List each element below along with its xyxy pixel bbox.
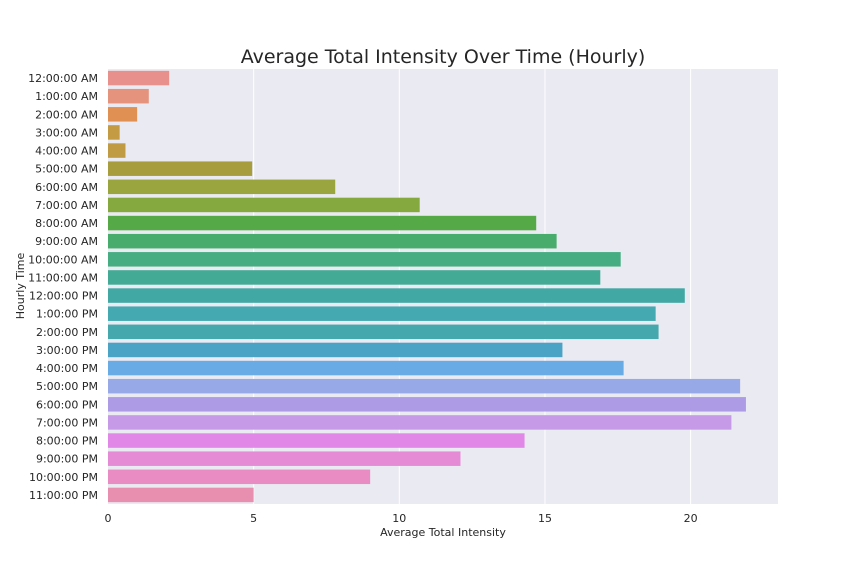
y-tick-label: 6:00:00 AM bbox=[35, 181, 98, 194]
y-tick-label: 10:00:00 PM bbox=[29, 471, 98, 484]
x-tick-label: 20 bbox=[684, 512, 698, 525]
y-tick-label: 2:00:00 AM bbox=[35, 108, 98, 121]
bar bbox=[108, 125, 120, 140]
bar bbox=[108, 306, 656, 321]
plot-area bbox=[108, 69, 778, 504]
x-tick-label: 0 bbox=[105, 512, 112, 525]
y-tick-label: 11:00:00 PM bbox=[29, 489, 98, 502]
bar bbox=[108, 433, 525, 448]
bar bbox=[108, 88, 149, 104]
y-tick-label: 1:00:00 AM bbox=[35, 90, 98, 103]
bar bbox=[108, 324, 659, 340]
y-tick-label: 4:00:00 AM bbox=[35, 145, 98, 158]
x-tick-labels: 0 5 10 15 20 bbox=[105, 512, 698, 525]
y-tick-label: 12:00:00 AM bbox=[28, 72, 98, 85]
y-tick-labels: 12:00:00 AM 1:00:00 AM 2:00:00 AM 3:00:00 A… bbox=[28, 72, 98, 502]
y-tick-label: 7:00:00 AM bbox=[35, 199, 98, 212]
bar bbox=[108, 342, 563, 358]
x-axis-label: Average Total Intensity bbox=[380, 526, 506, 539]
bar bbox=[108, 397, 746, 412]
y-tick-label: 9:00:00 PM bbox=[36, 453, 98, 466]
bar bbox=[108, 487, 254, 503]
bars bbox=[108, 70, 746, 503]
bar bbox=[108, 469, 371, 485]
y-tick-label: 1:00:00 PM bbox=[36, 308, 98, 321]
y-tick-label: 6:00:00 PM bbox=[36, 398, 98, 411]
y-tick-label: 5:00:00 PM bbox=[36, 380, 98, 393]
x-tick-label: 15 bbox=[538, 512, 552, 525]
bar bbox=[108, 215, 537, 231]
y-tick-label: 7:00:00 PM bbox=[36, 416, 98, 429]
bar bbox=[108, 107, 138, 122]
x-tick-label: 5 bbox=[250, 512, 257, 525]
bar bbox=[108, 252, 621, 267]
y-tick-label: 12:00:00 PM bbox=[29, 290, 98, 303]
y-tick-label: 4:00:00 PM bbox=[36, 362, 98, 375]
bar bbox=[108, 415, 732, 430]
y-tick-label: 8:00:00 PM bbox=[36, 435, 98, 448]
y-axis-label: Hourly Time bbox=[14, 253, 27, 320]
bar bbox=[108, 197, 420, 213]
chart-title: Average Total Intensity Over Time (Hourl… bbox=[241, 46, 646, 68]
y-tick-label: 8:00:00 AM bbox=[35, 217, 98, 230]
grid-lines bbox=[253, 69, 692, 504]
bar bbox=[108, 360, 624, 376]
bar bbox=[108, 70, 170, 86]
bar bbox=[108, 378, 741, 394]
y-tick-label: 9:00:00 AM bbox=[35, 235, 98, 248]
y-tick-label: 2:00:00 PM bbox=[36, 326, 98, 339]
bar bbox=[108, 233, 557, 249]
bar bbox=[108, 288, 685, 303]
y-tick-label: 3:00:00 PM bbox=[36, 344, 98, 357]
bar bbox=[108, 179, 336, 195]
y-tick-label: 11:00:00 AM bbox=[28, 271, 98, 284]
bar bbox=[108, 161, 253, 176]
bar bbox=[108, 143, 126, 158]
y-tick-label: 3:00:00 AM bbox=[35, 126, 98, 139]
bar bbox=[108, 451, 461, 466]
y-tick-label: 10:00:00 AM bbox=[28, 253, 98, 266]
x-tick-label: 10 bbox=[392, 512, 406, 525]
y-tick-label: 5:00:00 AM bbox=[35, 163, 98, 176]
bar bbox=[108, 270, 601, 285]
